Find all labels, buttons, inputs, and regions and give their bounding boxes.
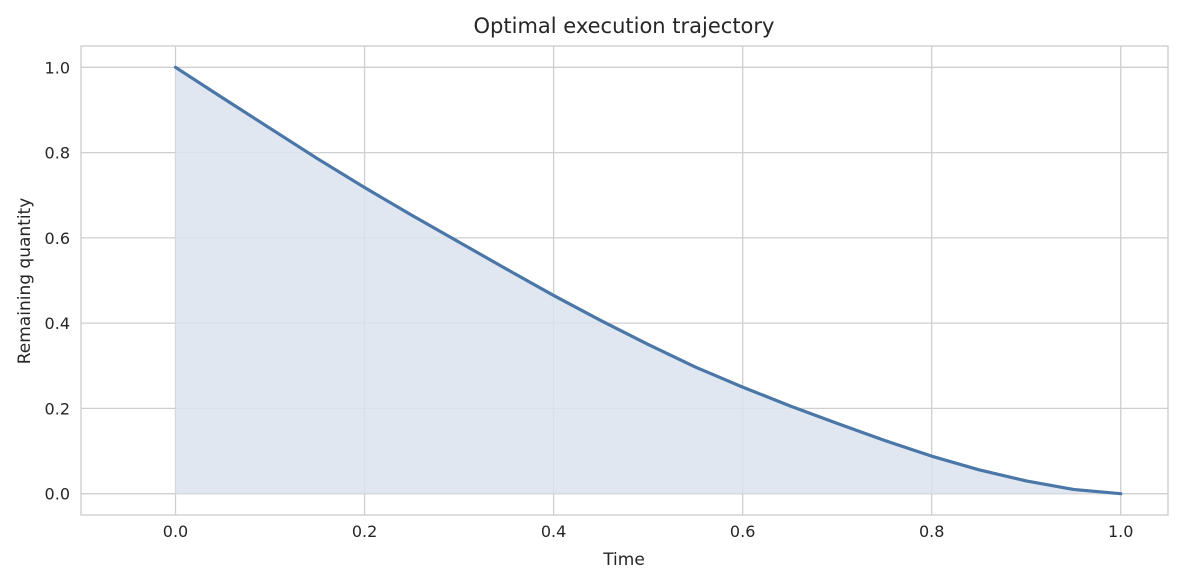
chart-title: Optimal execution trajectory	[474, 14, 775, 38]
y-tick-labels: 0.0 0.2 0.4 0.6 0.8 1.0	[45, 58, 70, 503]
y-tick-label: 0.0	[45, 485, 70, 504]
x-tick-label: 1.0	[1108, 522, 1133, 541]
plot-frame	[80, 45, 1169, 516]
x-axis-label: Time	[602, 550, 645, 570]
x-tick-label: 0.2	[352, 522, 377, 541]
x-tick-label: 0.0	[163, 522, 188, 541]
y-tick-label: 0.2	[45, 399, 70, 418]
y-tick-label: 1.0	[45, 58, 70, 77]
y-tick-label: 0.8	[45, 144, 70, 163]
x-tick-label: 0.4	[541, 522, 566, 541]
y-tick-label: 0.4	[45, 314, 70, 333]
x-tick-label: 0.6	[730, 522, 755, 541]
series-area-fill	[175, 67, 1121, 494]
line-layer	[173, 65, 1123, 496]
x-tick-labels: 0.0 0.2 0.4 0.6 0.8 1.0	[163, 522, 1134, 541]
y-tick-label: 0.6	[45, 229, 70, 248]
y-axis-label: Remaining quantity	[15, 198, 35, 365]
x-tick-label: 0.8	[919, 522, 944, 541]
series-line	[173, 65, 1123, 496]
area-layer	[175, 67, 1121, 494]
